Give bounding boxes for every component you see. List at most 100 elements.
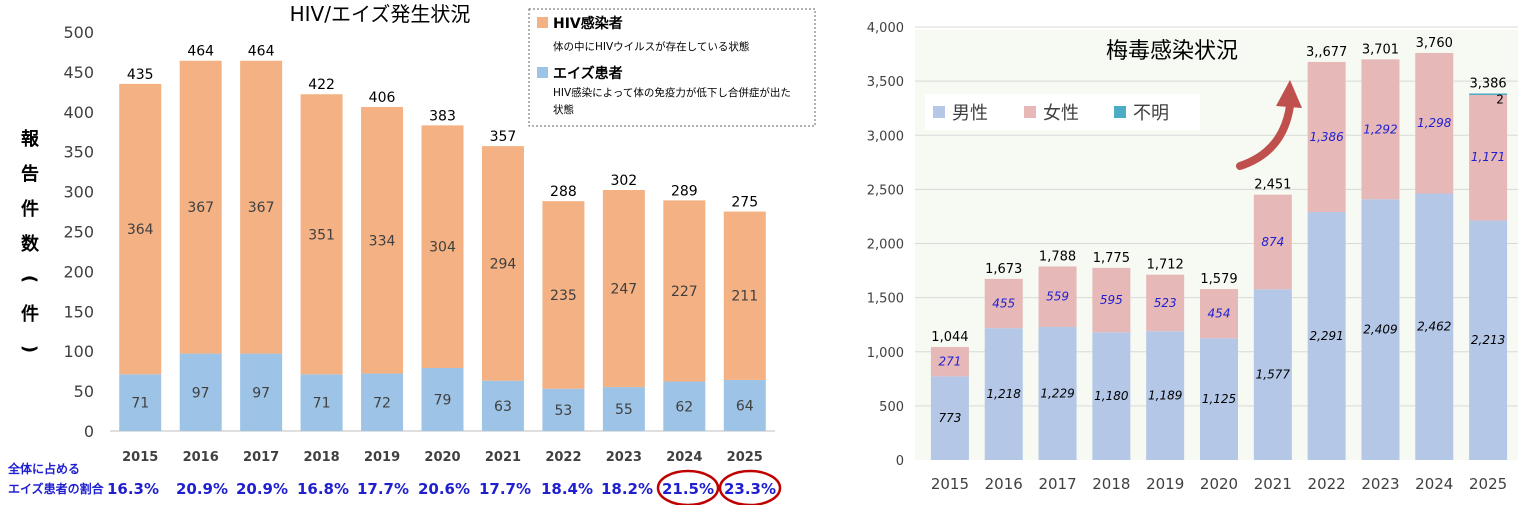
bar-segment bbox=[1146, 331, 1185, 460]
y-tick-label: 2,500 bbox=[867, 183, 904, 198]
total-label: 357 bbox=[490, 129, 517, 145]
legend-desc-aids: HIV感染によって体の免疫力が低下し合併症が出た 状態 bbox=[553, 86, 794, 116]
syphilis-y-axis: 0 500 1,000 1,500 2,000 2,500 3,000 3,500 4,000 bbox=[867, 21, 904, 469]
y-tick-label: 150 bbox=[63, 302, 94, 321]
x-tick-label: 2023 bbox=[606, 450, 642, 465]
syphilis-bars: 773 271 1,044 1,218 455 1,673 1,229 559 1,788 1,1… bbox=[930, 36, 1508, 460]
legend-desc-aids-line2: 状態 bbox=[553, 103, 574, 116]
segment-label: 2,409 bbox=[1363, 323, 1397, 337]
bar-segment bbox=[930, 346, 969, 377]
bar-segment bbox=[1092, 332, 1131, 460]
x-tick-label: 2021 bbox=[485, 450, 521, 465]
segment-label: 1,171 bbox=[1471, 150, 1505, 164]
bar-segment bbox=[602, 190, 645, 388]
ratio-value: 16.8% bbox=[297, 480, 349, 498]
segment-label: 559 bbox=[1046, 290, 1069, 304]
segment-label: 64 bbox=[736, 398, 754, 414]
segment-label: 1,292 bbox=[1363, 122, 1397, 136]
bar-segment bbox=[602, 387, 645, 431]
legend-swatch-aids bbox=[537, 67, 548, 78]
highlight-circle-2025 bbox=[718, 469, 782, 505]
syphilis-x-axis: 2015 2016 2017 2018 2019 2020 2021 2022 2023 2024… bbox=[931, 475, 1507, 493]
hiv-legend: HIV感染者 体の中にHIVウイルスが存在している状態 エイズ患者 HIV感染に… bbox=[528, 8, 816, 127]
segment-label: 211 bbox=[731, 289, 758, 305]
y-tick-label: 100 bbox=[63, 342, 94, 361]
bar-segment bbox=[930, 376, 969, 460]
bar-segment bbox=[1146, 274, 1185, 332]
bar-segment bbox=[1253, 289, 1292, 460]
x-tick-label: 2023 bbox=[1361, 475, 1399, 493]
segment-label: 595 bbox=[1100, 293, 1123, 307]
y-label-char: 報 bbox=[21, 128, 40, 150]
x-tick-label: 2025 bbox=[1469, 475, 1507, 493]
x-tick-label: 2020 bbox=[1200, 475, 1238, 493]
legend-swatch-female bbox=[1024, 106, 1036, 118]
legend-label-hiv: HIV感染者 bbox=[553, 15, 623, 32]
y-tick-label: 400 bbox=[63, 103, 94, 122]
y-tick-label: 3,500 bbox=[867, 75, 904, 90]
total-label: 435 bbox=[127, 67, 154, 83]
y-label-char: ( bbox=[19, 275, 40, 283]
y-tick-label: 0 bbox=[896, 454, 904, 469]
y-tick-label: 500 bbox=[63, 23, 94, 42]
legend-swatch-male bbox=[933, 106, 945, 118]
segment-label: 1,386 bbox=[1309, 130, 1344, 144]
ratio-value: 23.3% bbox=[724, 480, 776, 498]
total-label: 288 bbox=[550, 184, 577, 200]
x-tick-label: 2020 bbox=[424, 450, 460, 465]
segment-label: 1,229 bbox=[1040, 386, 1074, 400]
syphilis-legend-frame bbox=[925, 94, 1200, 130]
bar-segment bbox=[1469, 93, 1508, 221]
ratio-value: 17.7% bbox=[357, 480, 409, 498]
bar-segment bbox=[1361, 199, 1400, 460]
segment-label: 294 bbox=[490, 256, 517, 272]
trend-arrow-head bbox=[1276, 80, 1302, 108]
y-tick-label: 250 bbox=[63, 223, 94, 242]
bar-segment bbox=[240, 353, 283, 431]
bar-segment bbox=[1415, 52, 1454, 194]
total-label: 1,579 bbox=[1200, 272, 1237, 287]
segment-label: 62 bbox=[675, 399, 693, 415]
x-tick-label: 2017 bbox=[243, 450, 279, 465]
segment-label: 1,189 bbox=[1148, 389, 1182, 403]
bar-segment bbox=[984, 278, 1023, 329]
segment-label: 773 bbox=[938, 411, 961, 425]
segment-label: 454 bbox=[1208, 307, 1231, 321]
bar-segment bbox=[542, 201, 585, 389]
segment-label: 1,218 bbox=[987, 387, 1022, 401]
y-label-char: 数 bbox=[21, 233, 40, 255]
bar-segment bbox=[1253, 194, 1292, 290]
bar-segment bbox=[1200, 289, 1238, 339]
total-label: 464 bbox=[187, 44, 214, 60]
total-label: 302 bbox=[610, 173, 637, 189]
bar-segment bbox=[663, 200, 706, 382]
bar-segment bbox=[1469, 93, 1508, 95]
segment-label: 334 bbox=[369, 233, 396, 249]
segment-label: 235 bbox=[550, 288, 577, 304]
y-tick-label: 4,000 bbox=[867, 21, 904, 36]
y-label-char: 件 bbox=[21, 198, 39, 220]
x-tick-label: 2015 bbox=[931, 475, 969, 493]
segment-label: 2,291 bbox=[1309, 329, 1343, 343]
segment-label: 79 bbox=[434, 392, 452, 408]
ratio-value: 16.3% bbox=[107, 480, 159, 498]
bar-segment bbox=[723, 211, 766, 380]
x-tick-label: 2018 bbox=[303, 450, 339, 465]
total-label: 464 bbox=[248, 44, 275, 60]
total-label: 422 bbox=[308, 77, 335, 93]
total-label: 1,673 bbox=[985, 262, 1022, 277]
y-tick-label: 1,500 bbox=[867, 292, 904, 307]
legend-desc-aids-line1: HIV感染によって体の免疫力が低下し合併症が出た bbox=[553, 86, 791, 99]
y-label-char: 告 bbox=[21, 163, 39, 185]
total-label: 3,,677 bbox=[1306, 45, 1347, 60]
total-label: 1,712 bbox=[1147, 258, 1184, 273]
legend-label-male: 男性 bbox=[952, 103, 988, 124]
segment-label: 367 bbox=[187, 200, 214, 216]
x-tick-label: 2018 bbox=[1092, 475, 1130, 493]
bar-segment bbox=[361, 373, 404, 431]
x-tick-label: 2024 bbox=[1415, 475, 1453, 493]
x-tick-label: 2016 bbox=[985, 475, 1023, 493]
bar-segment bbox=[1307, 61, 1346, 212]
hiv-legend-frame bbox=[528, 8, 816, 127]
